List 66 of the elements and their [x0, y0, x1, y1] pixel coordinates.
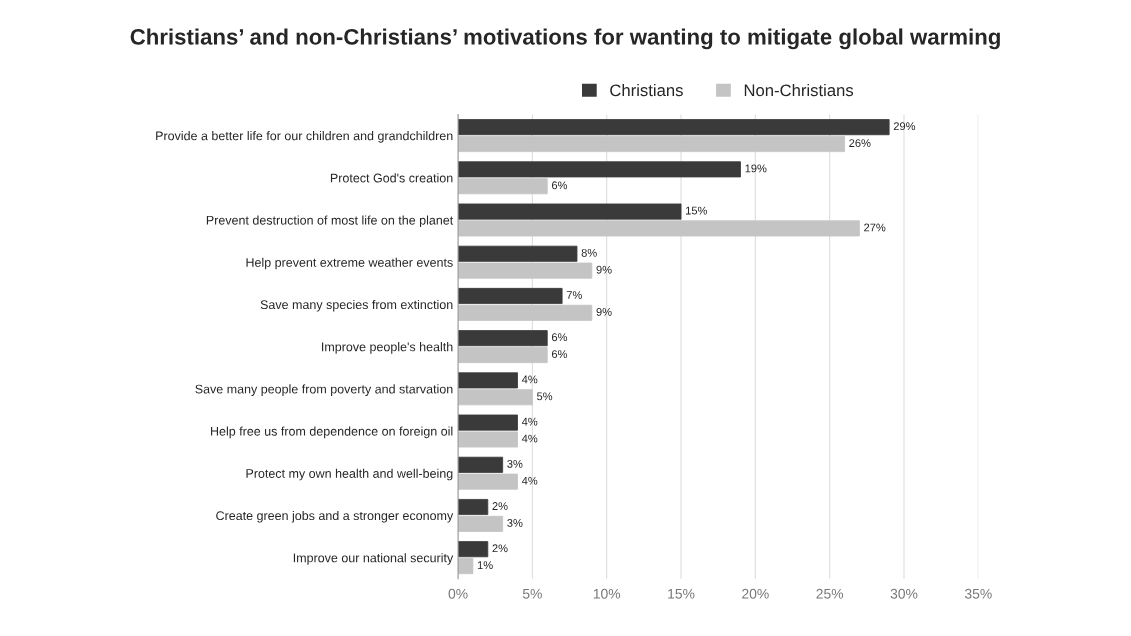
bar — [458, 245, 578, 262]
data-label: 7% — [566, 291, 582, 299]
y-tick-label: Help free us from dependence on foreign oil — [211, 426, 453, 439]
y-tick-label: Protect God's creation — [330, 173, 453, 183]
data-label: 3% — [507, 519, 523, 527]
data-label: 9% — [596, 265, 612, 274]
x-tick-label: 15% — [668, 588, 695, 599]
x-tick-label: 20% — [742, 588, 769, 599]
chart-title: Christians’ and non-Christians’ motivations for wanting to mitigate global warming — [130, 28, 1000, 50]
data-label: 2% — [492, 544, 508, 553]
data-label: 15% — [686, 206, 708, 215]
y-tick-label: Protect my own health and well-being — [246, 468, 453, 481]
bar — [458, 498, 489, 516]
legend-label: Christians — [610, 83, 683, 97]
bar — [458, 220, 860, 237]
bar — [458, 372, 518, 389]
data-label: 6% — [551, 350, 568, 359]
data-label: 26% — [849, 139, 871, 148]
x-tick-label: 30% — [890, 588, 918, 599]
data-label: 8% — [581, 248, 597, 257]
y-tick-label: Save many people from poverty and starvation — [195, 384, 453, 396]
data-label: 4% — [521, 375, 538, 384]
data-label: 9% — [596, 307, 612, 316]
bar — [458, 515, 504, 532]
data-label: 29% — [893, 122, 916, 131]
data-label: 4% — [521, 434, 538, 443]
bar — [458, 119, 890, 136]
bar — [458, 414, 518, 431]
bar — [458, 136, 845, 153]
y-tick-label: Create green jobs and a stronger economy — [216, 510, 454, 523]
bar — [458, 473, 518, 490]
data-label: 4% — [521, 417, 538, 426]
bar — [458, 431, 518, 448]
bar — [458, 161, 741, 178]
y-tick-label: Improve people's health — [322, 342, 453, 354]
bar — [458, 347, 548, 364]
bar — [458, 541, 489, 558]
legend-label: Non-Christians — [744, 83, 854, 97]
y-tick-label: Prevent destruction of most life on the planet — [206, 215, 454, 228]
data-label: 2% — [492, 502, 508, 510]
bar — [458, 304, 593, 321]
bar — [458, 262, 593, 279]
y-tick-label: Help prevent extreme weather events — [246, 257, 453, 270]
bar — [458, 558, 474, 575]
bar — [458, 203, 682, 220]
bar — [458, 330, 548, 347]
y-tick-label: Provide a better life for our children and grandchildren — [156, 131, 453, 143]
data-label: 3% — [507, 459, 523, 468]
data-label: 27% — [864, 223, 886, 232]
y-tick-label: Improve our national security — [293, 553, 454, 565]
data-label: 19% — [745, 164, 767, 173]
data-label: 6% — [551, 333, 568, 342]
x-tick-label: 0% — [448, 588, 468, 599]
data-label: 6% — [551, 181, 568, 190]
x-tick-label: 35% — [964, 588, 992, 599]
bar — [458, 389, 533, 406]
bar — [458, 456, 504, 473]
x-tick-label: 10% — [593, 588, 621, 599]
x-tick-label: 5% — [522, 588, 542, 599]
bar — [458, 178, 548, 195]
bar — [458, 287, 563, 304]
data-label: 1% — [477, 561, 493, 570]
data-label: 5% — [536, 392, 553, 401]
data-label: 4% — [521, 476, 538, 485]
x-tick-label: 25% — [816, 588, 844, 599]
y-tick-label: Save many species from extinction — [260, 299, 453, 312]
